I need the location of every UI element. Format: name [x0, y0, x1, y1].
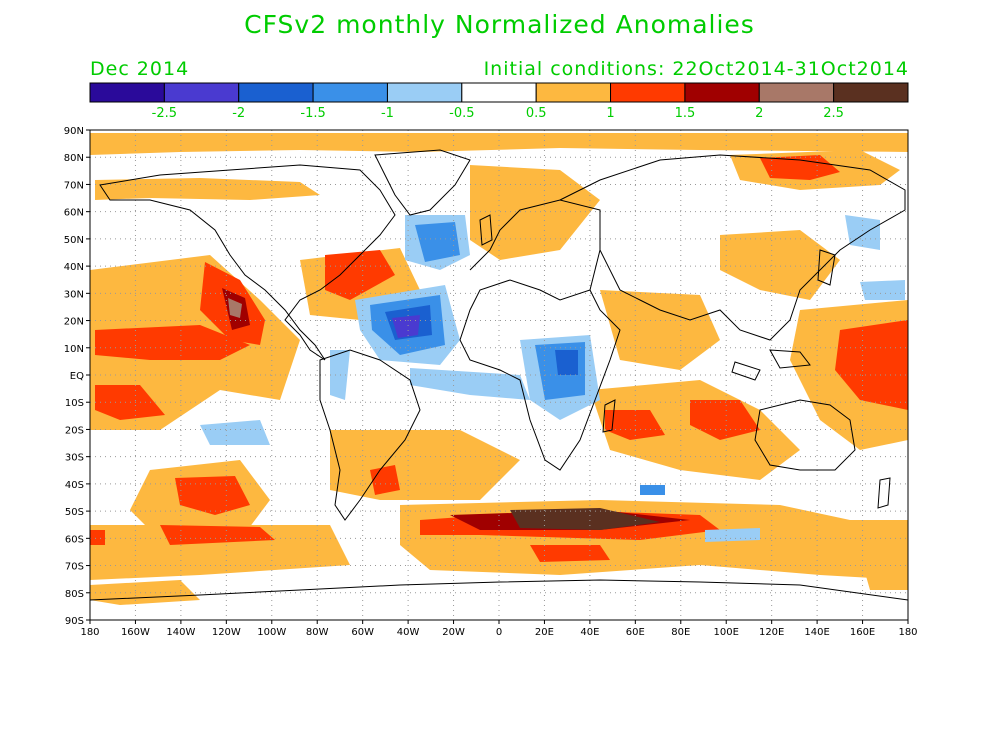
longitude-label: 80W [306, 627, 329, 638]
longitude-label: 80E [671, 627, 690, 638]
colorbar-swatch [312, 82, 388, 103]
colorbar-swatch [461, 82, 537, 103]
latitude-label: 60S [65, 534, 84, 545]
latitude-label: EQ [70, 371, 84, 382]
colorbar-swatch [610, 82, 686, 103]
longitude-label: 20W [442, 627, 465, 638]
colorbar-swatch [758, 82, 835, 103]
colorbar-label: 2.5 [823, 106, 844, 121]
latitude-label: 90N [64, 126, 84, 137]
longitude-label: 100W [257, 627, 286, 638]
forecast-month: Dec 2014 [90, 58, 190, 80]
colorbar-label: 0.5 [526, 106, 547, 121]
colorbar-label: -1 [381, 106, 394, 121]
longitude-label: 60W [351, 627, 374, 638]
longitude-label: 20E [535, 627, 554, 638]
latitude-label: 80S [65, 589, 84, 600]
latitude-label: 60N [64, 208, 84, 219]
longitude-label: 160W [121, 627, 150, 638]
very-strong-negative-anomaly-regions [392, 315, 420, 338]
longitude-label: 160E [850, 627, 875, 638]
longitude-label: 120W [212, 627, 241, 638]
latitude-label: 50N [64, 235, 84, 246]
colorbar-label: 1 [606, 106, 614, 121]
latitude-label: 10N [64, 344, 84, 355]
latitude-label: 50S [65, 507, 84, 518]
latitude-label: 40N [64, 262, 84, 273]
latitude-label: 70S [65, 562, 84, 573]
colorbar-label: -2.5 [152, 106, 177, 121]
colorbar-swatch [89, 82, 165, 103]
colorbar-swatch [833, 82, 909, 103]
longitude-label: 120E [759, 627, 784, 638]
latitude-label: 30N [64, 289, 84, 300]
colorbar-label: -1.5 [300, 106, 325, 121]
colorbar-label: -2 [232, 106, 245, 121]
extreme-positive-anomaly-region [510, 508, 660, 530]
longitude-label: 0 [496, 627, 502, 638]
longitude-label: 180 [80, 627, 99, 638]
latitude-label: 20N [64, 317, 84, 328]
colorbar-swatch [238, 82, 314, 103]
longitude-label: 60E [626, 627, 645, 638]
latitude-axis: 90N 80N 70N 60N 50N 40N 30N 20N 10N EQ 10S 20S 30S 40… [64, 126, 90, 627]
latitude-label: 20S [65, 425, 84, 436]
colorbar-swatch [163, 82, 240, 103]
longitude-label: 100E [714, 627, 739, 638]
colorbar-swatch [684, 82, 760, 103]
colorbar-swatch [386, 82, 463, 103]
longitude-label: 40E [580, 627, 599, 638]
latitude-label: 10S [65, 398, 84, 409]
map-area [90, 130, 908, 620]
latitude-label: 30S [65, 453, 84, 464]
colorbar-label: 1.5 [675, 106, 696, 121]
longitude-axis: 180 160W 140W 120W 100W 80W 60W 40W 20W 0 20E 40E 60… [80, 620, 918, 638]
initial-conditions: Initial conditions: 22Oct2014-31Oct2014 [483, 58, 909, 80]
longitude-label: 140E [804, 627, 829, 638]
colorbar-label: 2 [755, 106, 763, 121]
colorbar-label: -0.5 [449, 106, 474, 121]
colorbar: -2.5 -2 -1.5 -1 -0.5 0.5 1 1.5 2 2.5 [89, 82, 909, 121]
longitude-label: 140W [166, 627, 195, 638]
map-title: CFSv2 monthly Normalized Anomalies [244, 10, 755, 39]
latitude-label: 40S [65, 480, 84, 491]
high-positive-anomaly-spots [228, 298, 242, 318]
coastlines [90, 149, 908, 601]
latitude-label: 80N [64, 153, 84, 164]
longitude-label: 40W [397, 627, 420, 638]
graticule [90, 130, 908, 620]
colorbar-swatch [535, 82, 612, 103]
longitude-label: 180 [898, 627, 917, 638]
latitude-label: 90S [65, 616, 84, 627]
latitude-label: 70N [64, 180, 84, 191]
